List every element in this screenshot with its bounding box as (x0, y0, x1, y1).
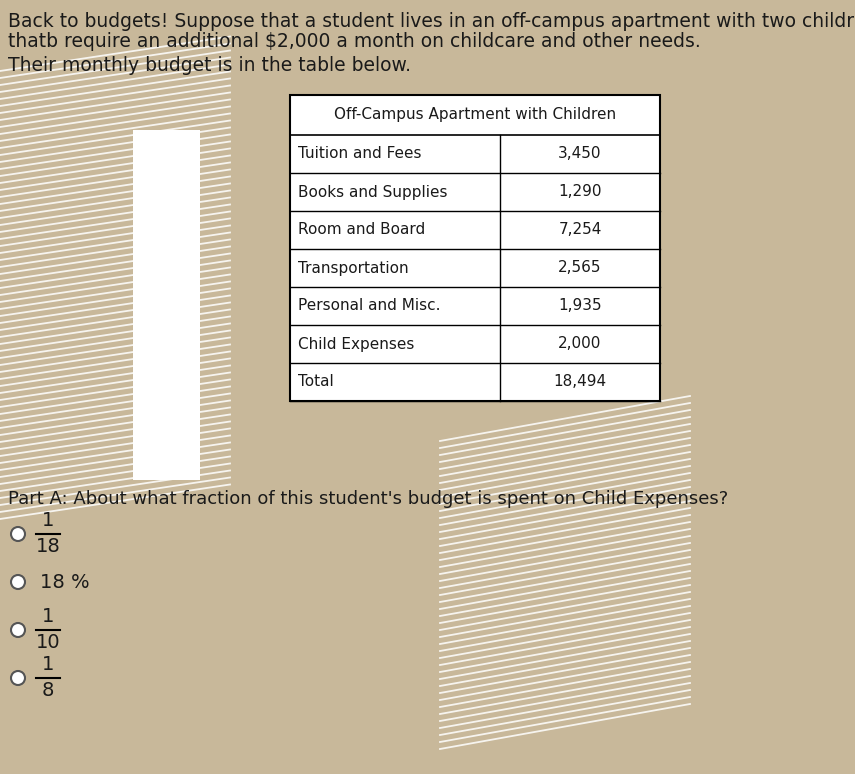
Text: 1: 1 (42, 656, 54, 674)
Text: Off-Campus Apartment with Children: Off-Campus Apartment with Children (334, 108, 616, 122)
Circle shape (11, 671, 25, 685)
Bar (133, 130, 200, 480)
Text: 1,935: 1,935 (558, 299, 602, 313)
Circle shape (11, 623, 25, 637)
Text: Back to budgets! Suppose that a student lives in an off-campus apartment with tw: Back to budgets! Suppose that a student … (8, 12, 854, 31)
Text: thatb require an additional $2,000 a month on childcare and other needs.: thatb require an additional $2,000 a mon… (8, 32, 701, 51)
Bar (290, 95, 660, 401)
Text: Their monthly budget is in the table below.: Their monthly budget is in the table bel… (8, 56, 411, 75)
Text: 1,290: 1,290 (558, 184, 602, 200)
Text: Room and Board: Room and Board (298, 222, 425, 238)
Text: 7,254: 7,254 (558, 222, 602, 238)
Text: Tuition and Fees: Tuition and Fees (298, 146, 422, 162)
Text: 18: 18 (36, 537, 61, 557)
Text: 10: 10 (36, 633, 61, 652)
Text: 1: 1 (42, 512, 54, 530)
Text: 1: 1 (42, 608, 54, 626)
Text: Part A: About what fraction of this student's budget is spent on Child Expenses?: Part A: About what fraction of this stud… (8, 490, 728, 508)
Text: 3,450: 3,450 (558, 146, 602, 162)
Circle shape (11, 527, 25, 541)
Text: 18,494: 18,494 (553, 375, 606, 389)
Text: Books and Supplies: Books and Supplies (298, 184, 447, 200)
Text: Personal and Misc.: Personal and Misc. (298, 299, 440, 313)
Circle shape (11, 575, 25, 589)
Text: 2,000: 2,000 (558, 337, 602, 351)
Text: 8: 8 (42, 681, 54, 700)
Text: Child Expenses: Child Expenses (298, 337, 415, 351)
Text: 2,565: 2,565 (558, 261, 602, 276)
Text: Total: Total (298, 375, 333, 389)
Text: Transportation: Transportation (298, 261, 409, 276)
Text: 18 %: 18 % (40, 573, 90, 591)
